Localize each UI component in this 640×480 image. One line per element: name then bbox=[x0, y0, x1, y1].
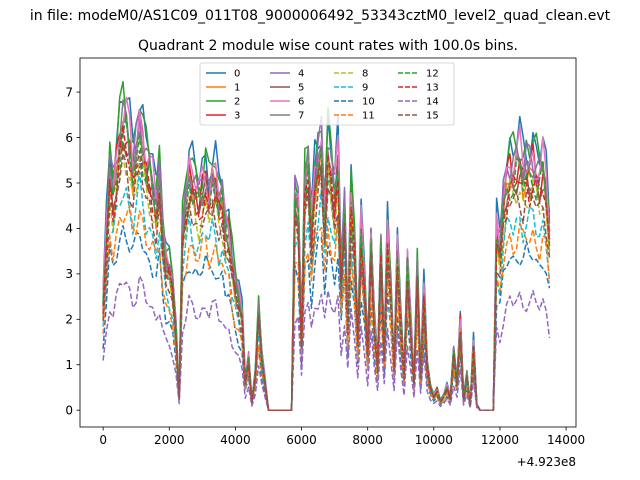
legend-label-10: 10 bbox=[362, 97, 375, 108]
x-tick-label: 4000 bbox=[220, 433, 251, 447]
legend-label-5: 5 bbox=[298, 83, 304, 94]
legend-label-14: 14 bbox=[426, 97, 439, 108]
x-axis: 0 2000 4000 6000 8000 10000 12000 14000 bbox=[99, 427, 585, 447]
chart-title: Quadrant 2 module wise count rates with … bbox=[138, 38, 518, 54]
legend-label-13: 13 bbox=[426, 83, 439, 94]
legend-box bbox=[199, 62, 455, 126]
y-tick-label: 4 bbox=[65, 222, 73, 236]
legend-label-4: 4 bbox=[298, 69, 304, 80]
legend-label-0: 0 bbox=[234, 69, 240, 80]
legend-label-2: 2 bbox=[234, 97, 240, 108]
x-tick-label: 2000 bbox=[154, 433, 185, 447]
series-layer bbox=[102, 80, 551, 411]
x-tick-label: 6000 bbox=[286, 433, 317, 447]
legend-label-15: 15 bbox=[426, 111, 439, 122]
y-tick-label: 1 bbox=[65, 358, 73, 372]
y-tick-label: 7 bbox=[65, 85, 73, 99]
x-tick-label: 8000 bbox=[352, 433, 383, 447]
y-tick-label: 0 bbox=[65, 403, 73, 417]
series-line-14 bbox=[102, 275, 551, 411]
y-tick-label: 3 bbox=[65, 267, 73, 281]
legend-label-7: 7 bbox=[298, 111, 304, 122]
x-tick-label: 14000 bbox=[547, 433, 585, 447]
legend-label-3: 3 bbox=[234, 111, 240, 122]
legend-label-11: 11 bbox=[362, 111, 375, 122]
y-axis: 0 1 2 3 4 5 6 7 bbox=[65, 85, 80, 417]
legend-label-8: 8 bbox=[362, 69, 368, 80]
legend-label-9: 9 bbox=[362, 83, 368, 94]
legend-label-6: 6 bbox=[298, 97, 304, 108]
legend-label-1: 1 bbox=[234, 83, 240, 94]
y-tick-label: 5 bbox=[65, 176, 73, 190]
y-tick-label: 6 bbox=[65, 131, 73, 145]
x-tick-label: 10000 bbox=[415, 433, 453, 447]
axes-frame bbox=[79, 57, 577, 428]
y-tick-label: 2 bbox=[65, 313, 73, 327]
x-tick-label: 0 bbox=[99, 433, 107, 447]
x-offset-label: +4.923e8 bbox=[517, 455, 576, 469]
series-line-15 bbox=[102, 149, 551, 411]
legend-label-12: 12 bbox=[426, 69, 439, 80]
figure-suptitle: in file: modeM0/AS1C09_011T08_9000006492… bbox=[30, 8, 611, 24]
x-tick-label: 12000 bbox=[481, 433, 519, 447]
